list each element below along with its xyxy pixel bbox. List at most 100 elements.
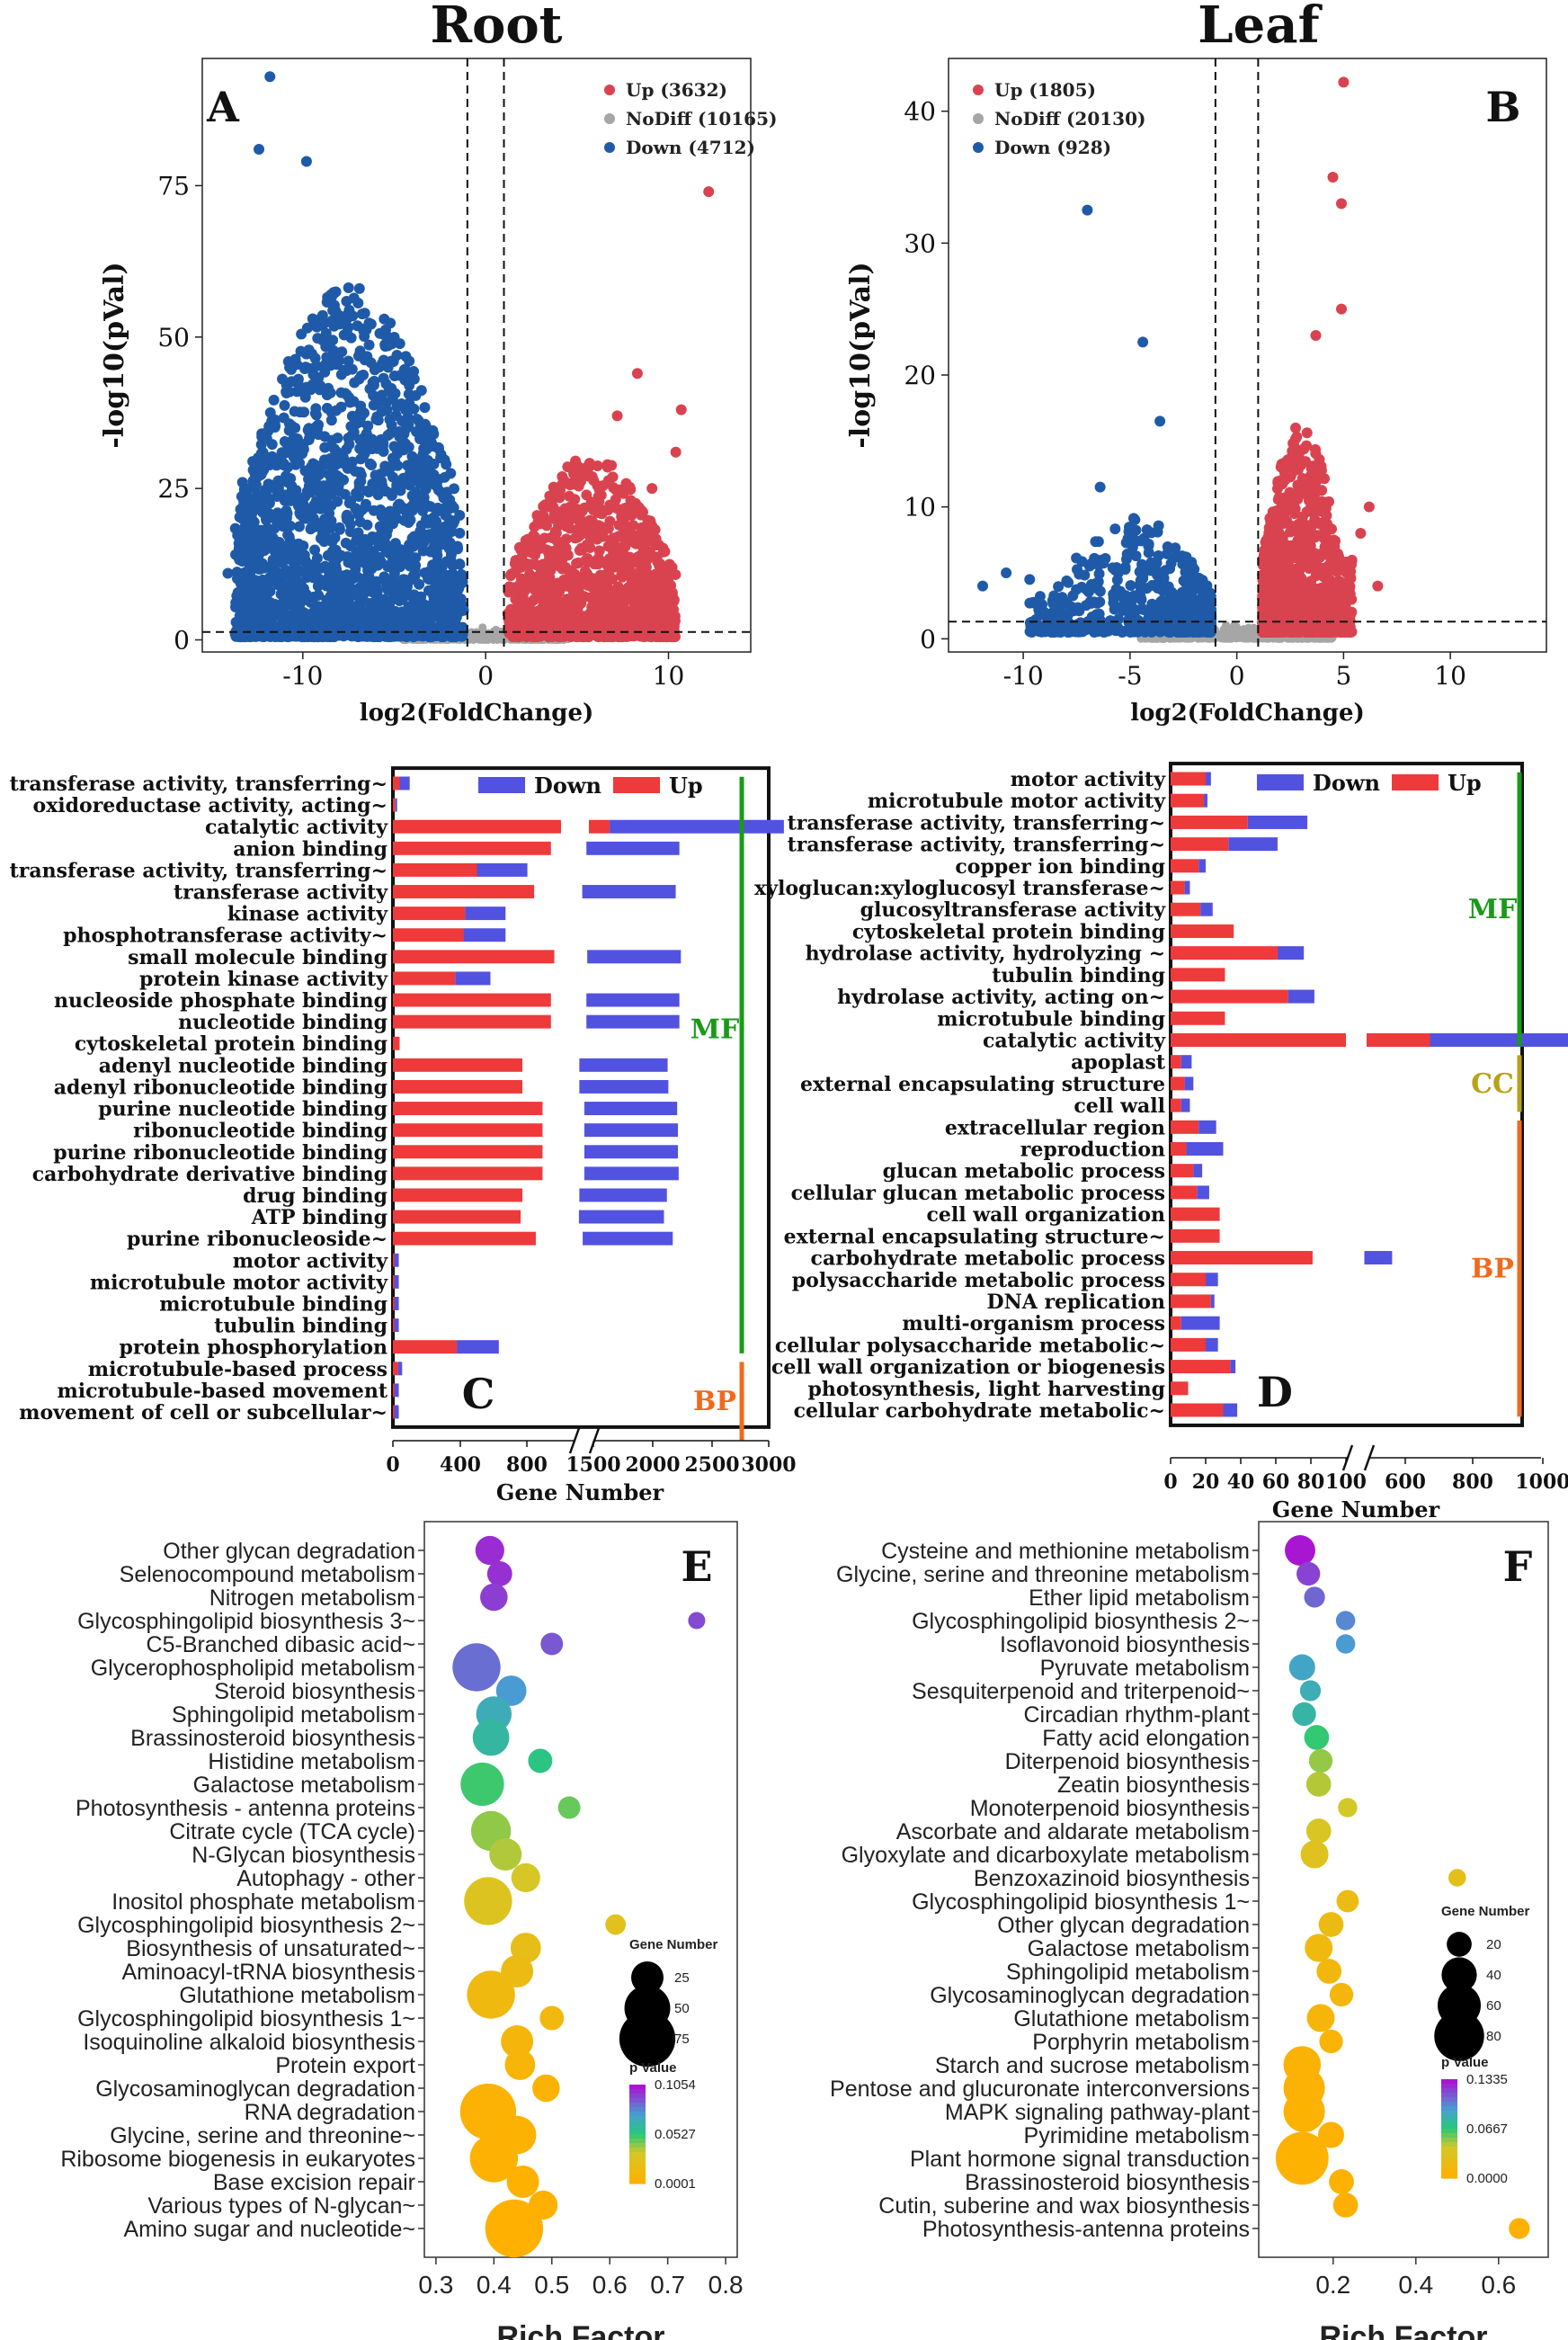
point-down (254, 558, 265, 570)
x-tick-label: -10 (282, 661, 323, 691)
point-up (631, 368, 643, 380)
point-up (593, 496, 605, 507)
point-up (558, 574, 570, 585)
point-down (254, 456, 265, 468)
point-up (515, 561, 527, 573)
point-down (1085, 597, 1097, 609)
point-down (1175, 611, 1187, 622)
point-up (548, 616, 560, 628)
point-up (589, 616, 601, 628)
point-up (648, 604, 660, 616)
point-down (422, 608, 433, 620)
point-down (344, 554, 356, 566)
point-down (359, 330, 370, 342)
point-down (306, 348, 317, 360)
point-down (1087, 623, 1099, 635)
point-down (266, 559, 278, 571)
y-tick-label: 50 (157, 323, 190, 353)
point-up (634, 574, 646, 585)
point-down (1093, 608, 1105, 620)
point-down (1125, 609, 1136, 621)
point-down (338, 329, 350, 341)
point-down (1108, 588, 1119, 600)
point-up (623, 558, 635, 570)
point-down (378, 372, 389, 384)
point-down (330, 451, 342, 463)
point-up (515, 544, 527, 556)
point-up (549, 545, 561, 557)
point-down (1098, 558, 1109, 569)
point-down (384, 505, 396, 517)
point-down (396, 594, 408, 605)
point-up (619, 502, 631, 514)
point-down (408, 531, 420, 542)
point-down (292, 500, 304, 512)
panel-label: A (206, 83, 240, 131)
point-down (236, 513, 248, 524)
point-down (372, 489, 384, 501)
point-up (548, 557, 559, 568)
point-nodiff (478, 623, 487, 632)
point-down (1053, 581, 1065, 593)
point-up (658, 600, 670, 612)
point-down (428, 573, 440, 585)
point-up (540, 567, 552, 578)
point-down (393, 426, 405, 438)
legend-label: Down (4712) (626, 137, 755, 158)
point-up (526, 595, 538, 607)
point-down (346, 363, 358, 375)
point-down (387, 393, 398, 405)
point-down (410, 559, 422, 571)
point-down (331, 307, 343, 318)
point-down (1132, 626, 1144, 638)
legend-label: Up (3632) (626, 79, 727, 101)
point-down (320, 327, 332, 339)
point-down (281, 437, 292, 449)
point-down (277, 569, 289, 581)
point-down (360, 557, 371, 568)
point-down (254, 144, 265, 156)
point-down (389, 544, 401, 556)
point-down (360, 498, 371, 510)
point-down (386, 382, 397, 394)
point-up (539, 598, 551, 610)
point-down (329, 600, 341, 612)
point-down (339, 388, 351, 399)
point-down (355, 542, 367, 554)
point-down (1143, 625, 1154, 637)
point-down (379, 339, 391, 351)
point-down (334, 523, 345, 535)
point-up (529, 521, 540, 532)
point-up (581, 489, 592, 501)
point-down (316, 521, 327, 532)
point-nodiff (1223, 623, 1232, 632)
point-down (444, 591, 456, 603)
point-down (404, 575, 415, 586)
point-up (619, 536, 631, 548)
point-up (579, 576, 591, 587)
point-down (286, 590, 298, 602)
point-down (438, 492, 450, 504)
point-down (350, 503, 361, 514)
point-down (327, 559, 339, 571)
point-down (443, 543, 455, 555)
y-tick-label: 75 (157, 171, 190, 201)
point-down (1153, 550, 1164, 562)
point-up (592, 522, 603, 534)
point-down (379, 516, 390, 528)
point-down (257, 447, 269, 459)
point-up (557, 478, 568, 490)
point-down (301, 322, 313, 334)
point-up (610, 494, 621, 505)
legend-marker (604, 85, 615, 95)
point-up (505, 603, 517, 615)
point-down (325, 522, 336, 534)
point-up (564, 522, 575, 534)
point-down (241, 598, 253, 610)
y-tick-label: 0 (174, 626, 190, 656)
point-down (417, 448, 429, 460)
point-down (1125, 579, 1136, 591)
point-down (352, 600, 363, 612)
point-down (379, 324, 391, 335)
